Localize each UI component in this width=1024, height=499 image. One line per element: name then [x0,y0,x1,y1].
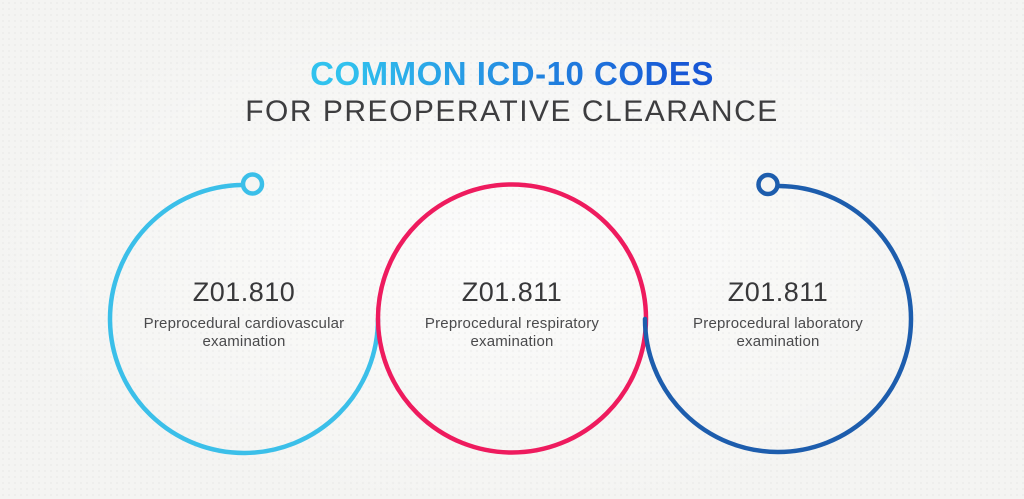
icd-description: Preprocedural cardiovascular examination [143,315,345,350]
icd-description: Preprocedural laboratory examination [693,315,863,350]
header: COMMON ICD-10 CODES FOR PREOPERATIVE CLE… [0,56,1024,129]
icd-description: Preprocedural respiratory examination [424,315,600,350]
circle-cardiovascular-arc [107,182,381,456]
page-title: COMMON ICD-10 CODES [310,55,714,92]
item-card-respiratory: Z01.811 Preprocedural respiratory examin… [392,277,632,350]
icd-code: Z01.811 [461,277,563,307]
icd-code: Z01.810 [192,277,296,307]
circle-cardiovascular-ring-marker [240,172,265,196]
circle-laboratory-arc [642,183,914,455]
item-card-laboratory: Z01.811 Preprocedural laboratory examina… [658,277,898,350]
item-card-cardiovascular: Z01.810 Preprocedural cardiovascular exa… [124,277,364,350]
page-subtitle: FOR PREOPERATIVE CLEARANCE [245,95,779,128]
circle-laboratory-ring-marker [756,172,780,197]
icd-code: Z01.811 [727,277,829,307]
